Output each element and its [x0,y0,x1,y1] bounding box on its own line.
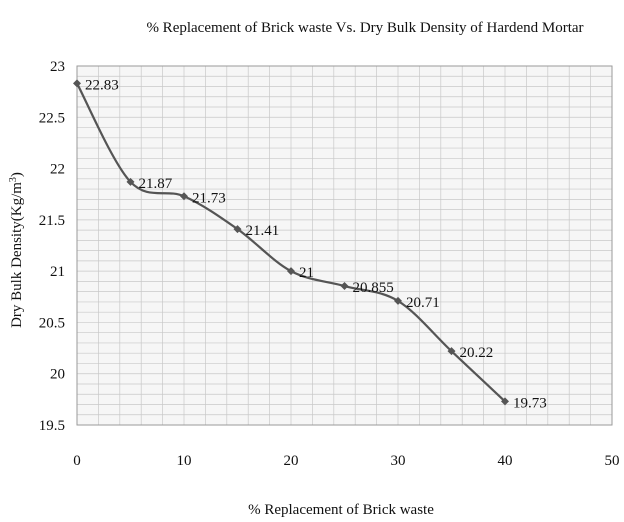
data-point-marker [73,79,81,88]
data-point-marker [501,397,509,406]
x-axis-ticks: 0 10 20 30 40 50 [73,453,619,469]
data-point-marker [447,347,456,356]
y-axis-label-end: ) [9,172,25,177]
x-tick-label: 30 [391,453,406,469]
data-label: 22.83 [85,77,119,93]
x-tick-label: 40 [498,453,513,469]
y-tick-label: 22 [50,162,65,178]
y-axis-ticks: 19.5 20 20.5 21 21.5 22 22.5 23 [39,59,65,434]
data-label: 20.71 [406,295,440,311]
data-label: 20.22 [460,345,494,361]
y-tick-label: 20 [50,367,65,383]
data-point-marker [180,192,188,201]
y-axis-label-superscript: 3 [8,177,19,182]
x-tick-label: 50 [605,453,620,469]
data-markers [73,79,509,406]
series-line [76,82,506,403]
plot-area [77,66,612,425]
data-label: 21.87 [139,176,173,192]
data-label: 20.855 [353,280,394,296]
data-point-marker [287,267,295,276]
data-point-marker [394,296,402,305]
x-axis-label: % Replacement of Brick waste [248,502,434,518]
x-tick-label: 0 [73,453,81,469]
gridlines [76,65,613,426]
y-tick-label: 21 [50,264,65,280]
plot-background [77,66,612,425]
y-tick-label: 21.5 [39,213,65,229]
x-tick-label: 20 [284,453,299,469]
data-label: 21.41 [246,223,280,239]
plot-border [76,65,613,426]
data-point-marker [233,225,242,234]
data-label: 21.73 [192,190,226,206]
y-axis-label-main: Dry Bulk Density(Kg/m [9,182,25,328]
y-tick-label: 23 [50,59,65,75]
data-point-marker [340,282,349,291]
y-axis-label: Dry Bulk Density(Kg/m3) [8,172,26,328]
chart-title: % Replacement of Brick waste Vs. Dry Bul… [146,20,583,36]
y-tick-label: 19.5 [39,418,65,434]
data-label: 21 [299,265,314,281]
y-tick-label: 22.5 [39,110,65,126]
data-labels: 22.83 21.87 21.73 21.41 21 20.855 20.71 20.22 19… [85,77,547,411]
series-line-group [76,82,506,403]
x-tick-label: 10 [177,453,192,469]
data-point-marker [126,177,135,186]
y-tick-label: 20.5 [39,315,65,331]
data-label: 19.73 [513,395,547,411]
